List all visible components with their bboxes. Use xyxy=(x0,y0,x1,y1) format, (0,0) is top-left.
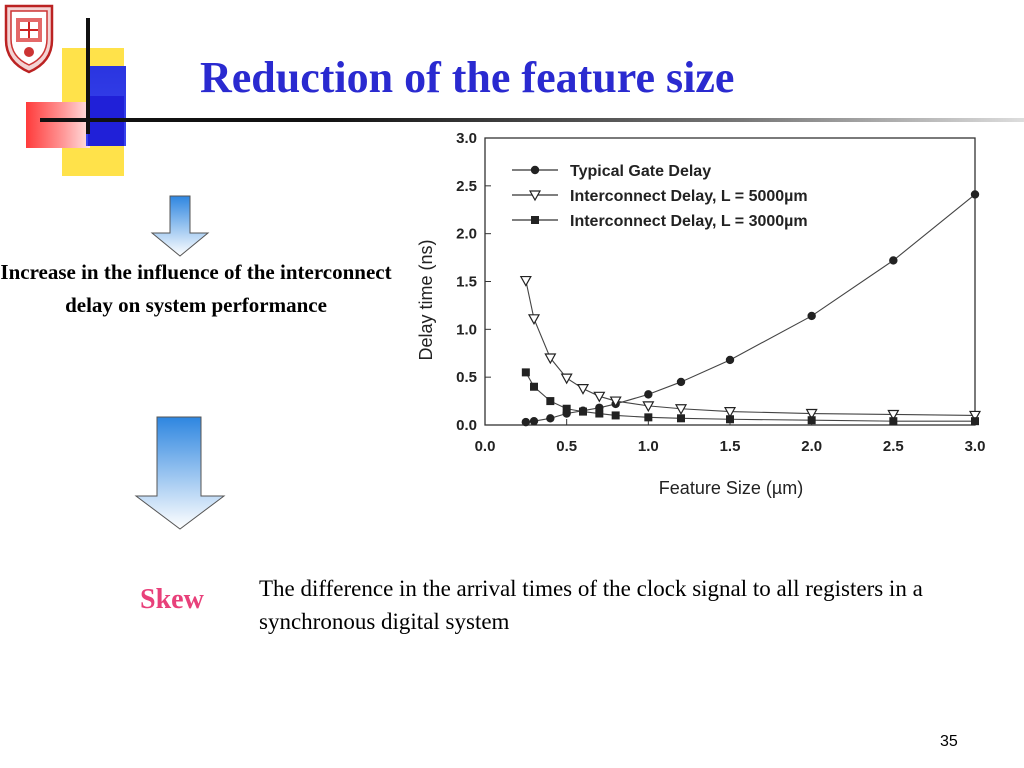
delay-vs-feature-size-chart: 0.0 0.5 1.0 1.5 2.0 2.5 3.0 0.0 0.5 1.0 1.5 2.0 2.5 3… xyxy=(416,130,986,498)
skew-term: Skew xyxy=(140,584,204,615)
data-point xyxy=(562,404,571,413)
decorative-red-block xyxy=(26,102,90,148)
data-point xyxy=(807,416,816,425)
data-point xyxy=(723,407,737,418)
skew-definition: The difference in the arrival times of t… xyxy=(259,576,923,634)
data-point xyxy=(576,384,590,395)
y-axis-label: Delay time (ns) xyxy=(416,239,436,360)
data-point xyxy=(805,408,818,420)
y-tick-label: 3.0 xyxy=(456,130,477,147)
university-crest-logo xyxy=(4,4,54,74)
plot-frame xyxy=(484,137,976,426)
page-number: 35 xyxy=(940,733,958,750)
y-tick-label: 2.0 xyxy=(456,226,477,243)
data-point xyxy=(889,256,898,265)
data-point xyxy=(971,417,979,426)
x-tick-label: 0.0 xyxy=(475,438,496,455)
data-point xyxy=(968,410,982,422)
y-tick-label: 1.0 xyxy=(456,321,477,338)
data-point xyxy=(970,190,980,199)
data-point xyxy=(530,382,538,391)
y-tick-label: 2.5 xyxy=(456,178,477,195)
down-arrow-large-icon xyxy=(134,416,226,530)
data-point xyxy=(677,414,685,423)
data-point xyxy=(521,368,530,377)
y-tick-label: 0.0 xyxy=(456,417,477,434)
legend-entry: Interconnect Delay, L = 3000µm xyxy=(512,213,808,230)
legend-entry: Interconnect Delay, L = 5000µm xyxy=(512,188,808,205)
x-tick-label: 1.0 xyxy=(638,438,659,455)
data-point xyxy=(595,409,604,418)
legend-marker xyxy=(531,216,539,224)
data-point xyxy=(807,311,816,321)
series-3 xyxy=(521,368,979,426)
legend-label: Interconnect Delay, L = 3000µm xyxy=(570,213,808,230)
data-point xyxy=(611,411,620,420)
data-point xyxy=(609,396,622,408)
x-tick-label: 2.5 xyxy=(883,438,904,455)
y-tick-label: 1.5 xyxy=(456,274,477,291)
data-point xyxy=(560,373,573,385)
x-tick-label: 1.5 xyxy=(720,438,741,455)
legend-entry: Typical Gate Delay xyxy=(512,163,711,180)
decorative-vertical-line xyxy=(86,18,90,134)
title-underline-fade xyxy=(320,118,1024,122)
data-point xyxy=(887,409,900,421)
legend-marker xyxy=(528,190,542,202)
series-line xyxy=(525,280,976,416)
y-tick-label: 0.5 xyxy=(456,369,477,386)
data-point xyxy=(546,397,555,406)
data-point xyxy=(725,355,735,365)
down-arrow-small-icon xyxy=(150,195,210,257)
data-point xyxy=(642,401,655,413)
data-point xyxy=(726,415,734,424)
x-tick-label: 2.0 xyxy=(801,438,822,455)
data-point xyxy=(579,407,587,416)
data-point xyxy=(889,417,898,426)
x-tick-label: 0.5 xyxy=(556,438,577,455)
data-point xyxy=(593,391,606,403)
data-point xyxy=(519,275,532,287)
lead-text: Increase in the influence of the interco… xyxy=(0,260,392,317)
data-point xyxy=(676,377,686,387)
slide-title: Reduction of the feature size xyxy=(200,53,735,102)
data-point xyxy=(546,414,555,423)
data-point xyxy=(544,353,557,365)
series-2 xyxy=(519,275,982,422)
legend-label: Interconnect Delay, L = 5000µm xyxy=(570,188,808,205)
data-point xyxy=(527,314,541,326)
legend-marker xyxy=(530,165,540,175)
legend-label: Typical Gate Delay xyxy=(570,163,711,180)
x-axis-label: Feature Size (µm) xyxy=(659,478,803,498)
data-point xyxy=(521,417,531,427)
data-point xyxy=(644,413,653,422)
x-tick-label: 3.0 xyxy=(965,438,986,455)
data-point xyxy=(674,404,688,415)
data-point xyxy=(529,416,539,426)
data-point xyxy=(644,390,653,399)
series-line xyxy=(525,372,975,422)
